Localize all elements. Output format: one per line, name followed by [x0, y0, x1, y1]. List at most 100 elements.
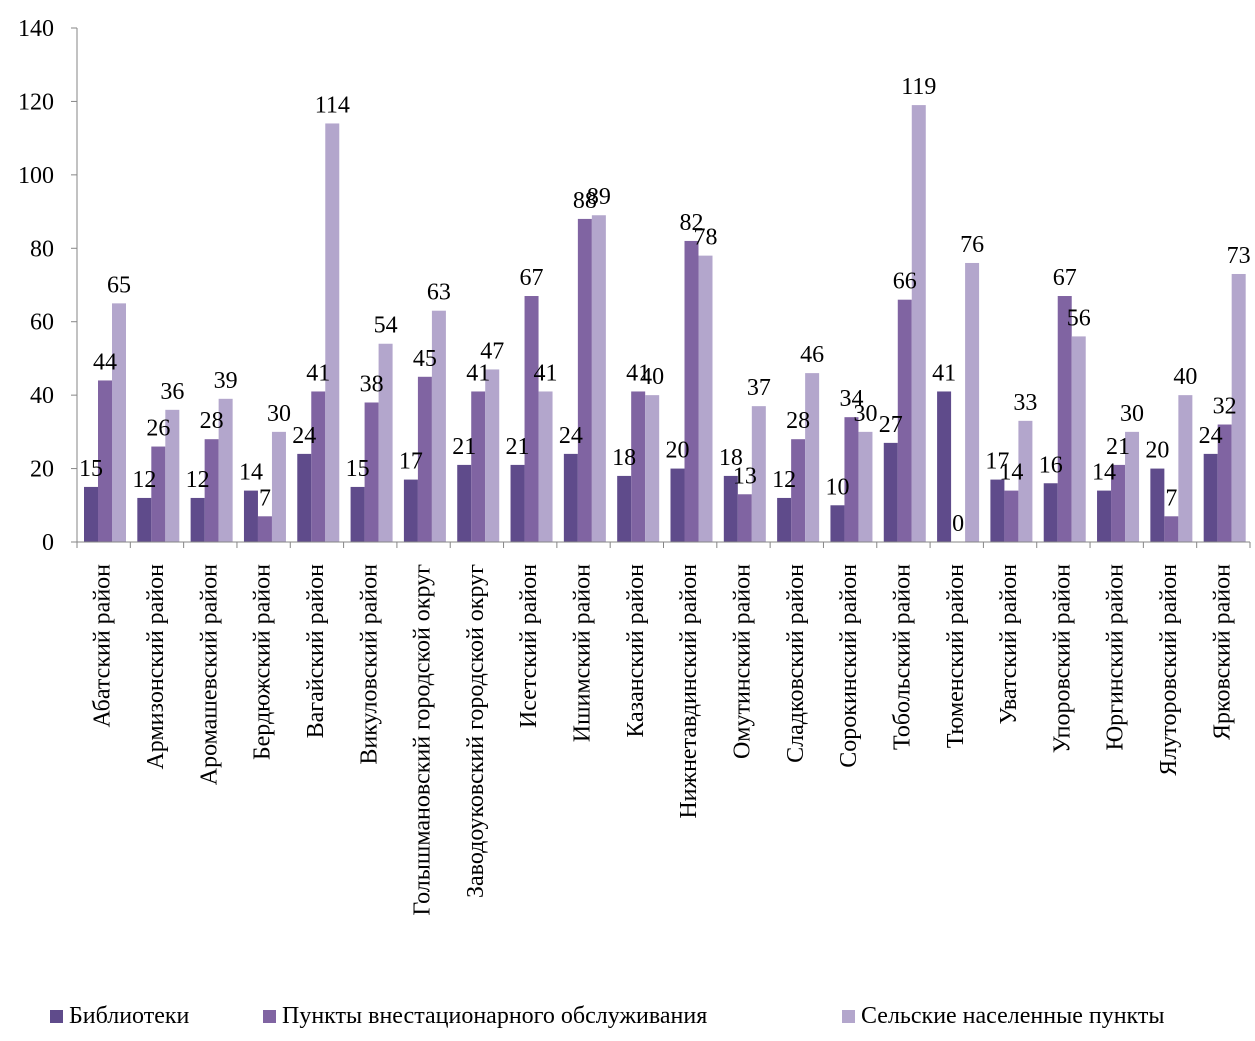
data-label: 67: [520, 265, 544, 291]
x-category-label: Нижнетавдинский район: [676, 564, 702, 819]
legend-label: Пункты внестационарного обслуживания: [282, 1003, 708, 1029]
data-label: 18: [719, 445, 743, 471]
bar: [218, 398, 233, 542]
x-category-label: Абатский район: [90, 564, 116, 728]
bar: [271, 431, 286, 542]
legend: Библиотеки Пункты внестационарного обслуж…: [0, 1003, 1255, 1037]
data-label: 18: [612, 445, 636, 471]
bar: [1164, 516, 1179, 542]
data-label: 44: [93, 349, 117, 375]
bar: [791, 439, 806, 542]
data-label: 10: [825, 474, 849, 500]
bar: [844, 417, 859, 542]
bar: [325, 123, 340, 542]
data-label: 41: [626, 360, 650, 386]
y-tick-label: 40: [30, 383, 54, 409]
data-label: 12: [132, 467, 156, 493]
data-label: 21: [1106, 434, 1130, 460]
data-label: 14: [239, 460, 263, 486]
data-label: 21: [452, 434, 476, 460]
data-label: 66: [893, 269, 917, 295]
y-tick-label: 20: [30, 457, 54, 483]
bar: [1111, 464, 1126, 542]
data-label: 37: [747, 375, 771, 401]
bar: [471, 391, 486, 542]
bar: [1150, 468, 1165, 542]
data-label: 20: [666, 438, 690, 464]
data-label: 30: [267, 401, 291, 427]
data-label: 41: [932, 360, 956, 386]
y-tick-label: 100: [18, 163, 54, 189]
x-category-label: Ишимский район: [570, 564, 596, 742]
x-category-label: Заводоуковский городской округ: [463, 564, 489, 898]
bar: [645, 395, 660, 542]
data-label: 78: [694, 225, 718, 251]
bar: [858, 431, 873, 542]
bar: [1097, 490, 1112, 542]
legend-label: Библиотеки: [69, 1003, 190, 1029]
legend-item: Сельские населенные пункты: [842, 1003, 1165, 1030]
data-label: 17: [985, 449, 1009, 475]
bar: [165, 409, 180, 542]
bar: [830, 505, 845, 542]
bar: [563, 453, 578, 542]
bar: [431, 310, 446, 542]
bar: [204, 439, 219, 542]
data-label: 28: [200, 408, 224, 434]
data-label: 65: [107, 272, 131, 298]
bars: [84, 105, 1246, 542]
x-category-label: Сладковский район: [783, 564, 809, 763]
bar: [137, 497, 152, 542]
bar: [1231, 273, 1246, 542]
x-category-label: Тюменский район: [943, 564, 969, 748]
data-label: 46: [800, 342, 824, 368]
data-label: 119: [901, 74, 936, 100]
data-label: 0: [952, 511, 964, 537]
y-tick-label: 140: [18, 16, 54, 42]
x-category-label: Ярковский район: [1209, 564, 1235, 740]
x-category-label: Юргинский район: [1103, 564, 1129, 751]
data-label: 33: [1013, 390, 1037, 416]
data-label: 67: [1053, 265, 1077, 291]
bar: [777, 497, 792, 542]
bar: [670, 468, 685, 542]
bar: [937, 391, 952, 542]
bar: [723, 475, 738, 542]
bar: [1004, 490, 1019, 542]
y-tick-label: 60: [30, 310, 54, 336]
bar: [897, 299, 912, 542]
bar: [591, 215, 606, 542]
bar: [1125, 431, 1140, 542]
data-label: 30: [853, 401, 877, 427]
data-label: 54: [374, 313, 398, 339]
y-tick-label: 80: [30, 236, 54, 262]
legend-swatch: [50, 1010, 63, 1023]
bar: [417, 376, 432, 542]
bar: [631, 391, 646, 542]
bar: [990, 479, 1005, 542]
data-label: 39: [214, 368, 238, 394]
bar: [1178, 395, 1193, 542]
data-label: 15: [346, 456, 370, 482]
bar: [698, 255, 713, 542]
data-label: 20: [1145, 438, 1169, 464]
legend-swatch: [263, 1010, 276, 1023]
bar: [112, 303, 126, 542]
bar: [737, 494, 752, 542]
data-label: 40: [1173, 364, 1197, 390]
data-label: 24: [292, 423, 316, 449]
bar: [403, 479, 418, 542]
legend-item: Пункты внестационарного обслуживания: [263, 1003, 707, 1030]
y-tick-label: 0: [42, 530, 54, 556]
data-label: 17: [399, 449, 423, 475]
bar: [883, 442, 898, 542]
data-label: 24: [559, 423, 583, 449]
bar: [1071, 336, 1086, 542]
bar: [311, 391, 326, 542]
data-label: 82: [680, 210, 704, 236]
data-label: 28: [786, 408, 810, 434]
x-category-label: Аромашевский район: [196, 564, 222, 785]
data-label: 15: [79, 456, 103, 482]
data-label: 40: [640, 364, 664, 390]
bar: [485, 369, 500, 542]
